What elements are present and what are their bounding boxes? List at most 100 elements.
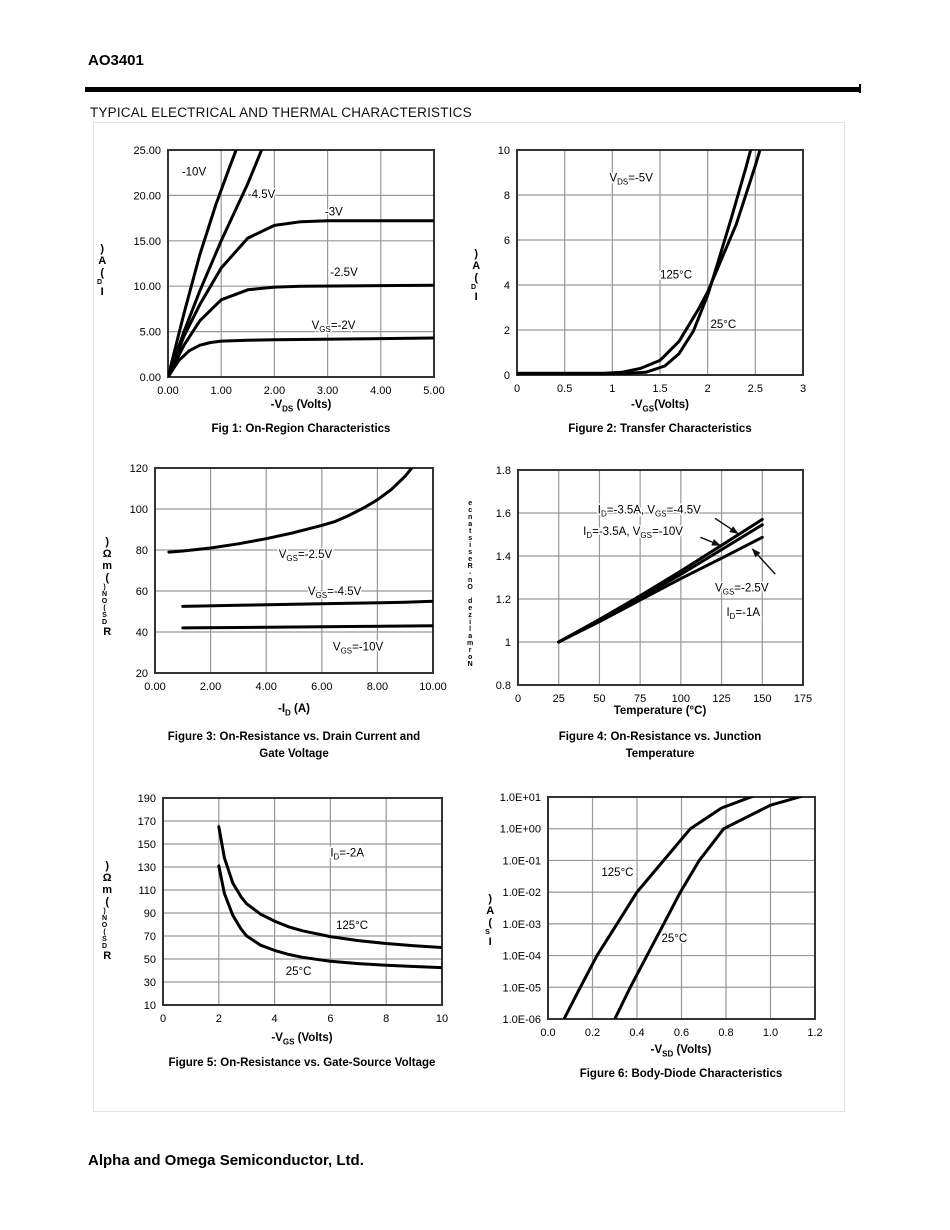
svg-text:50: 50	[593, 693, 605, 705]
svg-text:ID=-3.5A, VGS=-10V: ID=-3.5A, VGS=-10V	[583, 526, 683, 540]
svg-text:4: 4	[272, 1013, 278, 1025]
svg-text:0.8: 0.8	[718, 1027, 733, 1039]
fig4-caption-line2: Temperature	[625, 747, 695, 760]
svg-text:100: 100	[672, 693, 690, 705]
svg-text:30: 30	[144, 977, 156, 989]
part-number: AO3401	[88, 52, 144, 69]
svg-text:125°C: 125°C	[660, 269, 692, 281]
svg-text:4.00: 4.00	[370, 385, 391, 397]
fig2-y-axis-label: )A(DI	[470, 248, 483, 303]
svg-text:125: 125	[712, 693, 730, 705]
svg-text:0.4: 0.4	[629, 1027, 644, 1039]
svg-text:60: 60	[136, 586, 148, 598]
svg-text:1.00: 1.00	[210, 385, 231, 397]
svg-text:8: 8	[504, 190, 510, 202]
svg-text:1.0E+00: 1.0E+00	[500, 824, 541, 836]
fig5-y-axis-label: )Ωm()NO(SDR	[101, 860, 114, 962]
fig3-caption: Figure 3: On-Resistance vs. Drain Curren…	[114, 729, 474, 762]
svg-text:110: 110	[138, 885, 156, 897]
svg-text:ID=-2A: ID=-2A	[330, 848, 364, 862]
svg-text:6: 6	[504, 235, 510, 247]
svg-text:4: 4	[504, 280, 510, 292]
svg-text:0.00: 0.00	[140, 372, 161, 384]
svg-text:1.8: 1.8	[496, 465, 511, 477]
svg-text:0: 0	[514, 383, 520, 395]
svg-text:2: 2	[705, 383, 711, 395]
svg-text:1.0E-01: 1.0E-01	[502, 855, 541, 867]
fig4-caption: Figure 4: On-Resistance vs. Junction Tem…	[480, 729, 840, 762]
fig4-chart: 0 25 50 75 100 125 150 175 0.8 1 1.2 1.4 1.6 1.8 ID=-3…	[496, 465, 812, 705]
svg-text:10.00: 10.00	[419, 681, 447, 693]
svg-text:VGS=-4.5V: VGS=-4.5V	[308, 586, 362, 600]
fig1-caption: Fig 1: On-Region Characteristics	[211, 423, 391, 435]
fig2-chart: 0 0.5 1 1.5 2 2.5 3 0 2 4 6 8 10 VDS=-5V 125°C 25°C	[498, 145, 806, 395]
svg-text:2.00: 2.00	[200, 681, 221, 693]
fig1-chart: 0.00 1.00 2.00 3.00 4.00 5.00 0.00 5.00 10.00 15.…	[133, 145, 444, 397]
footer-company: Alpha and Omega Semiconductor, Ltd.	[88, 1152, 364, 1169]
svg-text:10: 10	[144, 1000, 156, 1012]
fig3-chart: 0.00 2.00 4.00 6.00 8.00 10.00 20 40 60 80 100 120 V…	[130, 463, 447, 693]
svg-text:0.8: 0.8	[496, 680, 511, 692]
svg-text:40: 40	[136, 627, 148, 639]
svg-text:25°C: 25°C	[711, 319, 737, 331]
header-rule-end-tick	[859, 84, 861, 93]
fig6-chart: 0.0 0.2 0.4 0.6 0.8 1.0 1.2 1.0E-06 1.0E-05 1.0E-…	[500, 792, 823, 1039]
svg-text:1.5: 1.5	[652, 383, 667, 395]
fig3-y-axis-label: )Ωm()NO(SDR	[101, 536, 114, 638]
svg-text:VGS=-2.5V: VGS=-2.5V	[715, 582, 769, 596]
svg-text:50: 50	[144, 954, 156, 966]
section-title: TYPICAL ELECTRICAL AND THERMAL CHARACTER…	[90, 105, 472, 120]
svg-text:10.00: 10.00	[133, 281, 161, 293]
svg-text:3.00: 3.00	[317, 385, 338, 397]
fig3-caption-line1: Figure 3: On-Resistance vs. Drain Curren…	[167, 731, 421, 743]
svg-text:-2.5V: -2.5V	[330, 267, 358, 279]
fig4-caption-line1: Figure 4: On-Resistance vs. Junction	[558, 731, 762, 743]
svg-text:10: 10	[498, 145, 510, 157]
svg-text:1.0E-04: 1.0E-04	[502, 951, 541, 963]
svg-text:70: 70	[144, 931, 156, 943]
svg-text:-4.5V: -4.5V	[248, 189, 276, 201]
fig6-x-axis-label: -VSD (Volts)	[650, 1044, 712, 1059]
svg-text:0.5: 0.5	[557, 383, 572, 395]
svg-text:25°C: 25°C	[661, 933, 687, 945]
svg-text:2.00: 2.00	[264, 385, 285, 397]
svg-text:125°C: 125°C	[601, 867, 633, 879]
svg-text:1.0E-06: 1.0E-06	[502, 1014, 541, 1026]
svg-text:0.00: 0.00	[144, 681, 165, 693]
svg-text:20.00: 20.00	[133, 190, 161, 202]
fig6-y-axis-label: )A(SI	[484, 893, 497, 948]
svg-text:6: 6	[327, 1013, 333, 1025]
svg-text:125°C: 125°C	[336, 920, 368, 932]
svg-text:1.0: 1.0	[763, 1027, 778, 1039]
svg-text:10: 10	[436, 1013, 448, 1025]
svg-text:ID=-1A: ID=-1A	[726, 607, 760, 621]
svg-text:20: 20	[136, 668, 148, 680]
fig4-y-axis-label: ecnatsiseR-nO dezilamroN	[466, 500, 474, 668]
svg-text:120: 120	[130, 463, 148, 475]
svg-text:VGS=-10V: VGS=-10V	[333, 641, 384, 655]
fig4-x-axis-label: Temperature (°C)	[613, 705, 707, 717]
svg-text:90: 90	[144, 908, 156, 920]
svg-text:2: 2	[216, 1013, 222, 1025]
svg-text:175: 175	[794, 693, 812, 705]
svg-text:1.4: 1.4	[496, 551, 511, 563]
svg-text:1.0E-02: 1.0E-02	[502, 887, 541, 899]
svg-text:1: 1	[609, 383, 615, 395]
svg-text:0.0: 0.0	[540, 1027, 555, 1039]
svg-text:0.2: 0.2	[585, 1027, 600, 1039]
svg-text:ID=-3.5A, VGS=-4.5V: ID=-3.5A, VGS=-4.5V	[598, 505, 701, 519]
svg-text:150: 150	[138, 839, 156, 851]
fig3-x-axis-label: -ID (A)	[278, 703, 310, 718]
fig1-y-axis-label: )A(DI	[96, 243, 109, 298]
svg-text:0: 0	[504, 370, 510, 382]
fig5-chart: 0 2 4 6 8 10 10 30 50 70 90 110 130 150 170 190 ID=-2A 12…	[138, 793, 448, 1025]
svg-text:-3V: -3V	[325, 206, 343, 218]
svg-text:0: 0	[515, 693, 521, 705]
charts-frame	[93, 122, 845, 1112]
svg-text:1.0E+01: 1.0E+01	[500, 792, 541, 804]
svg-text:25°C: 25°C	[286, 966, 312, 978]
svg-text:8: 8	[383, 1013, 389, 1025]
svg-text:130: 130	[138, 862, 156, 874]
svg-text:25: 25	[553, 693, 565, 705]
svg-text:0.00: 0.00	[157, 385, 178, 397]
